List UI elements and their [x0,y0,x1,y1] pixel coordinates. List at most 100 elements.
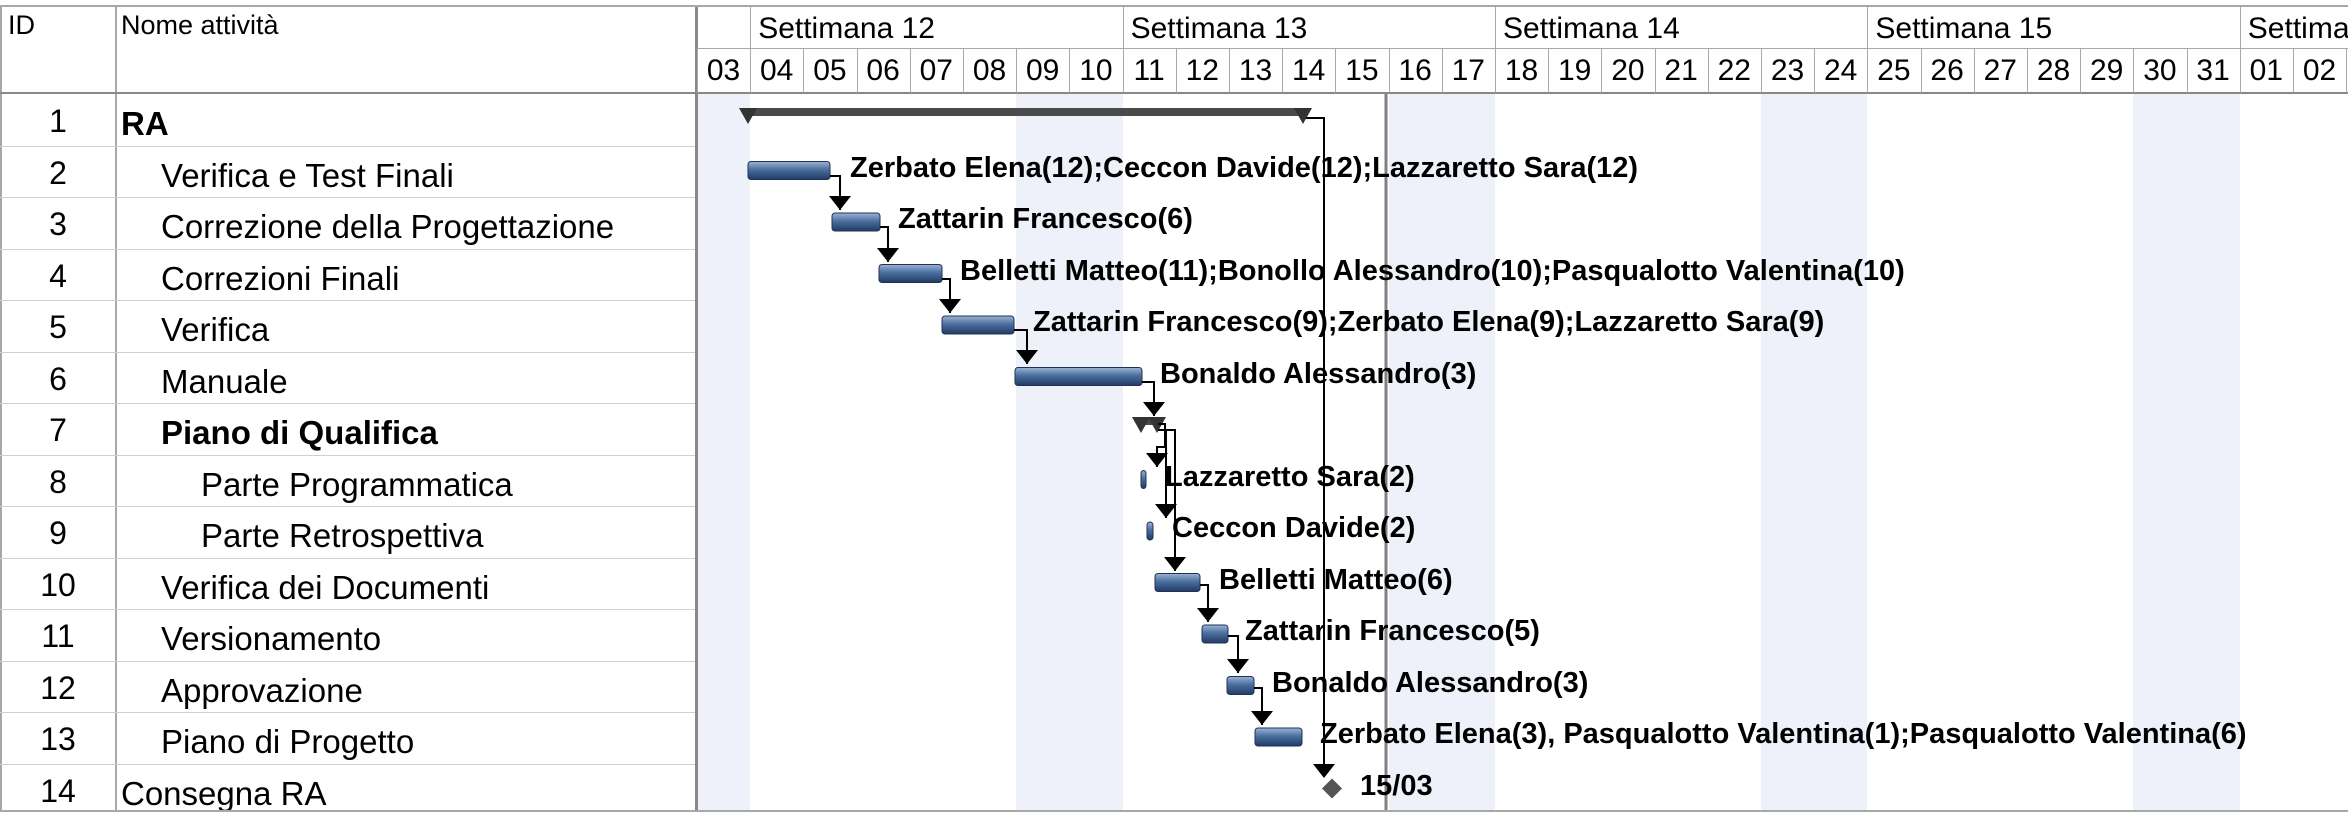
day-label: 29 [2090,54,2124,87]
dependency-line [1166,429,1176,571]
task-name[interactable]: Verifica e Test Finali [161,156,454,194]
task-name[interactable]: Approvazione [161,671,363,709]
id-column-divider [115,5,117,812]
row-id[interactable]: 3 [49,206,67,242]
task-name[interactable]: Parte Programmatica [201,465,513,503]
summary-bar-end-cap [1148,417,1166,433]
task-bar [1154,573,1201,592]
day-divider [2027,48,2028,93]
summary-bar-end-cap [1294,108,1312,124]
resource-label: Belletti Matteo(6) [1219,563,1453,596]
dependency-arrowhead [1251,711,1273,725]
task-name[interactable]: Piano di Qualifica [161,414,438,451]
week-day-divider [697,48,2348,49]
day-label: 26 [1930,54,1964,87]
day-label: 16 [1398,54,1432,87]
task-name[interactable]: Verifica dei Documenti [161,568,490,606]
task-name[interactable]: Versionamento [161,620,382,657]
task-bar [1226,676,1255,695]
day-divider [963,48,964,93]
day-divider [1548,48,1550,93]
day-label: 27 [1983,54,2017,87]
day-label: 23 [1770,54,1805,87]
task-name[interactable]: Correzione della Progettazione [161,208,615,245]
row-id[interactable]: 7 [49,412,67,448]
summary-bar-start-cap [1132,417,1150,433]
day-label: 20 [1611,54,1645,87]
day-label: 13 [1238,54,1273,87]
day-divider [2239,5,2241,93]
dependency-arrowhead [829,196,851,210]
task-bar [878,264,943,283]
task-bar [1014,367,1143,386]
dependency-arrowhead [939,299,961,313]
week-label: Settimana 13 [1130,12,1308,45]
day-label: 31 [2196,54,2230,87]
table-chart-divider [695,5,698,812]
day-divider [1175,48,1177,93]
row-id[interactable]: 12 [40,669,76,706]
header-top-border [0,5,2348,7]
day-divider [1122,5,1124,93]
dependency-line [1306,117,1325,775]
row-id[interactable]: 4 [49,257,67,294]
column-header-id[interactable]: ID [8,10,35,40]
day-label: 30 [2143,54,2177,87]
row-divider [0,506,695,507]
milestone-date-label: 15/03 [1360,769,1433,802]
day-label: 10 [1079,54,1113,87]
day-divider [2186,48,2188,93]
day-divider [1282,48,1284,93]
row-divider [0,248,695,250]
week-label: Settimana 15 [1875,12,2053,45]
column-header-name[interactable]: Nome attività [121,10,279,40]
task-name[interactable]: Correzioni Finali [161,259,400,297]
day-label: 18 [1504,54,1539,87]
task-name[interactable]: Manuale [161,362,288,400]
row-divider [0,197,695,198]
table-border-left [0,5,2,812]
day-label: 28 [2036,54,2071,87]
day-divider [1973,48,1975,93]
day-divider [2293,48,2294,93]
day-divider [856,48,858,93]
weekend-band [1388,94,1495,812]
day-label: 08 [972,54,1007,87]
row-divider [0,763,695,765]
task-bar [747,161,831,180]
task-bar [941,315,1015,335]
day-divider [1761,48,1762,93]
row-id[interactable]: 13 [40,721,76,757]
day-label: 22 [1717,54,1751,87]
row-id[interactable]: 9 [49,515,67,551]
task-name[interactable]: Consegna RA [121,774,327,812]
row-id[interactable]: 6 [49,360,67,397]
task-name[interactable]: RA [121,105,169,142]
weekend-band [697,94,751,812]
day-label: 03 [706,54,741,87]
dependency-arrowhead [1227,659,1249,673]
day-divider [1495,5,1496,93]
resource-label: Bonaldo Alessandro(3) [1160,357,1477,390]
task-name[interactable]: Piano di Progetto [161,723,415,760]
task-bar [1201,624,1229,644]
row-id[interactable]: 10 [40,566,76,603]
day-divider [697,48,698,93]
task-name[interactable]: Parte Retrospettiva [201,517,484,554]
dependency-arrowhead [1164,557,1186,571]
dependency-arrowhead [1016,350,1038,364]
row-id[interactable]: 2 [49,154,67,191]
weekend-band [1016,94,1123,812]
row-id[interactable]: 5 [49,309,67,345]
day-label: 02 [2302,54,2337,87]
day-divider [2080,48,2082,93]
row-id[interactable]: 14 [40,772,76,809]
day-label: 12 [1185,54,1219,87]
row-id[interactable]: 8 [49,463,67,500]
task-name[interactable]: Verifica [161,311,270,348]
row-id[interactable]: 1 [49,103,67,139]
day-divider [909,48,911,93]
day-divider [750,5,752,93]
resource-label: Zerbato Elena(12);Ceccon Davide(12);Lazz… [850,151,1639,184]
row-id[interactable]: 11 [41,618,75,654]
